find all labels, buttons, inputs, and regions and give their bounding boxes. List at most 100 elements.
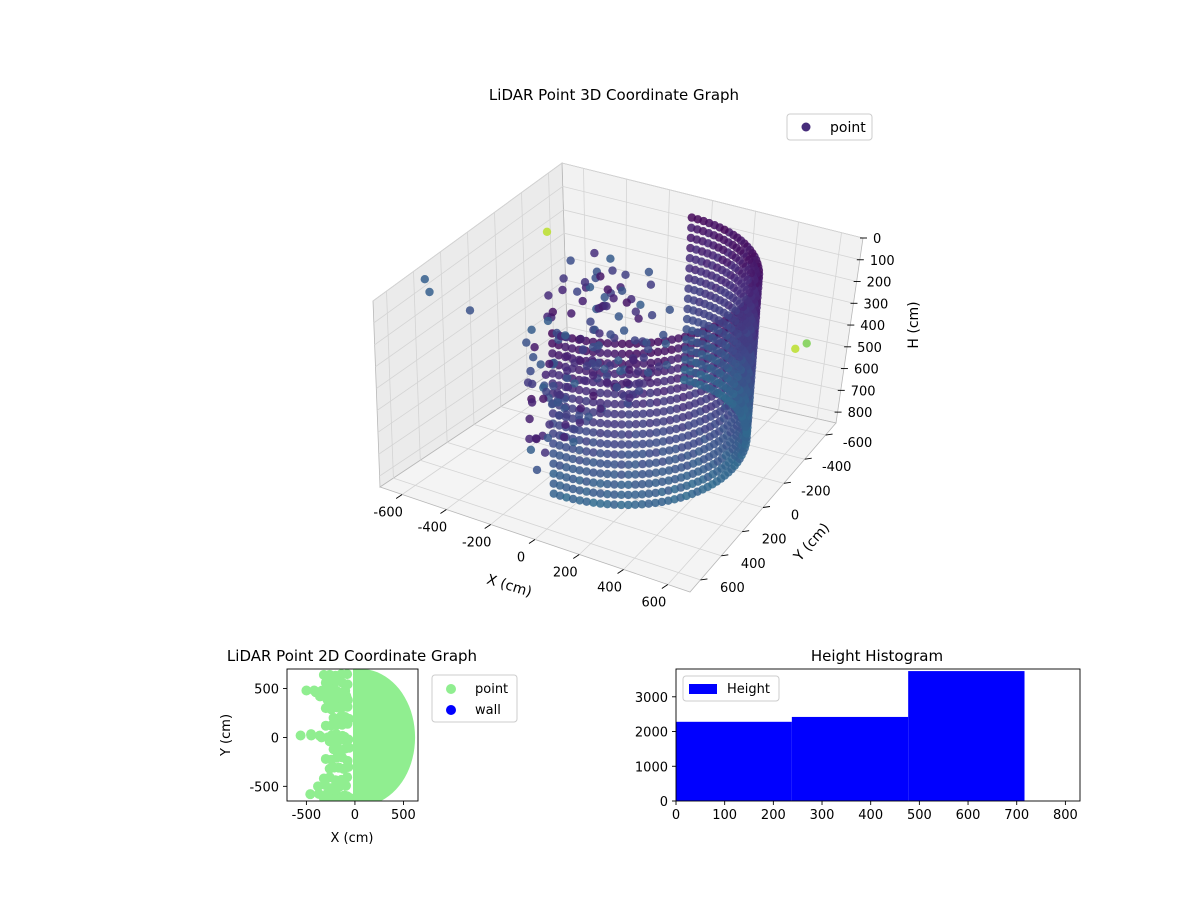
point-3d	[610, 349, 619, 358]
y-axis-label-3d: Y (cm)	[790, 520, 833, 565]
point-3d	[603, 449, 612, 459]
point-3d	[631, 490, 640, 499]
point-3d	[659, 330, 668, 340]
y-tick	[721, 554, 729, 557]
legend-2d: point wall	[431, 674, 518, 723]
point-3d	[659, 407, 668, 416]
point-3d	[638, 429, 647, 439]
point-3d	[570, 425, 579, 434]
point-3d	[667, 335, 677, 344]
point-3d	[568, 474, 578, 484]
point-3d	[596, 439, 605, 448]
point-3d	[555, 421, 564, 430]
point-3d	[610, 480, 619, 489]
point-3d	[610, 490, 619, 499]
point-3d	[603, 500, 612, 509]
point-3d	[664, 486, 673, 495]
point-3d	[563, 383, 573, 392]
point-3d	[539, 394, 548, 403]
point-3d	[589, 498, 598, 507]
point-3d	[596, 418, 605, 428]
point-3d	[624, 480, 633, 489]
point-3d	[563, 352, 572, 361]
z-tick-label: 500	[857, 341, 882, 356]
y-tick	[762, 506, 771, 508]
x-tick-label: 400	[597, 581, 622, 596]
point-3d	[578, 346, 588, 355]
point-3d	[711, 366, 720, 375]
point-3d	[527, 398, 537, 407]
grid-line	[386, 291, 394, 479]
point-3d	[657, 487, 667, 497]
y-tick-label-hist: 3000	[635, 691, 668, 706]
point-3d	[540, 448, 550, 457]
point-3d	[589, 342, 598, 352]
point-3d	[562, 483, 571, 492]
point-3d	[712, 346, 721, 355]
point-3d	[634, 314, 643, 323]
chart-2d: LiDAR Point 2D Coordinate Graph -500 0 500…	[219, 647, 518, 846]
point-3d	[802, 339, 811, 348]
point-3d	[602, 378, 612, 387]
x-tick	[617, 569, 624, 574]
point-3d	[545, 420, 554, 429]
plot-area-histogram	[675, 668, 1081, 802]
point-3d	[639, 353, 648, 362]
point-3d	[672, 414, 681, 423]
point-3d	[555, 451, 564, 460]
point-3d	[645, 419, 655, 428]
point-3d	[562, 493, 571, 502]
point-3d	[582, 447, 591, 456]
point-3d	[568, 494, 578, 504]
point-3d	[631, 450, 640, 459]
point-3d	[610, 450, 619, 459]
point-3d	[652, 448, 661, 457]
grid-line	[583, 168, 588, 367]
point-3d	[575, 486, 584, 495]
ticks-2d: -500 0 500 -500 0 500	[249, 683, 415, 823]
point-3d	[549, 439, 558, 448]
point-3d	[642, 338, 651, 347]
y-tick-label-hist: 0	[660, 795, 668, 810]
point-3d	[566, 256, 575, 265]
point-3d	[714, 316, 723, 325]
point-3d	[555, 390, 565, 400]
point-3d	[644, 479, 654, 488]
point-3d	[614, 312, 623, 321]
x-tick-label: -200	[462, 536, 492, 551]
point-3d	[634, 386, 644, 395]
point-3d	[548, 349, 557, 358]
point-3d	[527, 325, 536, 334]
point-3d	[710, 376, 720, 386]
point-3d	[555, 491, 565, 500]
point-3d	[542, 387, 551, 396]
point-3d	[665, 446, 674, 455]
point-3d	[610, 440, 619, 449]
histogram-title: Height Histogram	[811, 647, 943, 665]
point-3d	[525, 414, 534, 424]
point-3d	[582, 397, 591, 406]
ticks-3d: -600-400-2000200400600-600-400-200020040…	[373, 232, 894, 611]
x-tick-label-hist: 300	[810, 808, 835, 823]
point-3d	[562, 410, 571, 419]
legend-3d-box	[786, 113, 873, 141]
point-3d	[536, 360, 545, 369]
y-tick	[804, 457, 812, 460]
point-3d	[651, 498, 660, 508]
point-3d	[526, 366, 535, 376]
point-3d	[555, 471, 565, 480]
point-3d	[617, 349, 627, 359]
point-3d	[610, 430, 619, 439]
point-3d	[568, 464, 578, 474]
histogram-bar	[676, 721, 792, 801]
point-3d	[622, 378, 631, 387]
legend-histogram-swatch	[689, 684, 717, 694]
point-3d	[636, 300, 645, 309]
point-3d	[582, 361, 592, 371]
point-3d	[582, 467, 591, 476]
point-3d	[624, 430, 633, 439]
histogram-bars	[676, 671, 1025, 801]
point-3d	[600, 364, 609, 374]
plot-area-2d	[286, 668, 419, 802]
y-tick	[700, 578, 708, 581]
